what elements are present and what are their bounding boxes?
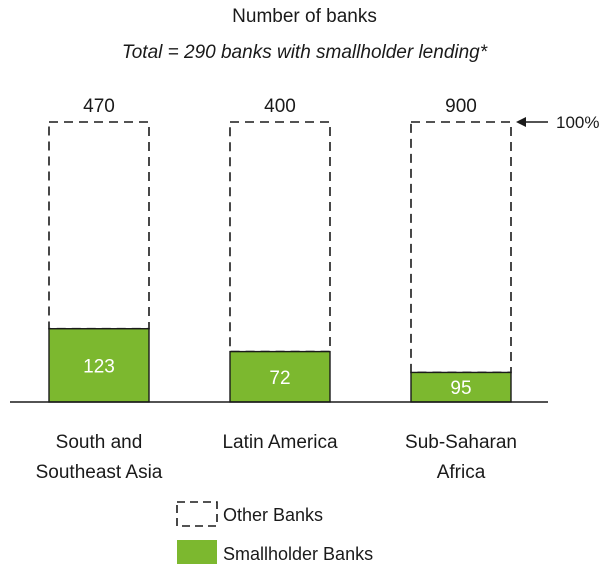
category-label: South and [56,432,143,453]
other-banks-bar [229,121,331,353]
smallholder-bar [410,371,512,403]
total-label: 400 [264,96,296,117]
chart-title: Number of banks [232,6,377,27]
legend-swatch-other [176,501,218,527]
category-label: Sub-Saharan [405,432,517,453]
category-label: Latin America [222,432,338,453]
category-label: Africa [437,462,486,483]
legend-label-smallholder: Smallholder Banks [223,544,373,564]
legend-label-other: Other Banks [223,505,323,525]
chart-subtitle: Total = 290 banks with smallholder lendi… [121,42,488,63]
other-banks-bar [410,121,512,374]
category-label: Southeast Asia [36,462,163,483]
reference-label: 100% [556,113,599,132]
smallholder-bar [229,350,331,403]
smallholder-value-label: 95 [450,378,471,399]
total-label: 470 [83,96,115,117]
legend-swatch-smallholder [177,540,217,564]
smallholder-value-label: 72 [269,368,290,389]
other-banks-bar [48,121,150,330]
smallholder-bar [48,328,150,403]
total-label: 900 [445,96,477,117]
arrow-left-icon [516,117,526,127]
smallholder-value-label: 123 [83,356,115,377]
